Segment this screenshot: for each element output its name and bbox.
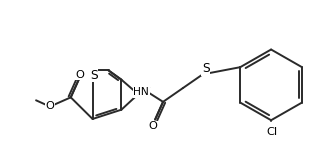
Text: O: O bbox=[75, 70, 84, 80]
Text: O: O bbox=[46, 101, 54, 111]
Text: Cl: Cl bbox=[267, 127, 278, 137]
Text: O: O bbox=[149, 121, 157, 131]
Text: S: S bbox=[202, 62, 210, 75]
Text: S: S bbox=[90, 69, 97, 82]
Text: HN: HN bbox=[133, 87, 149, 97]
